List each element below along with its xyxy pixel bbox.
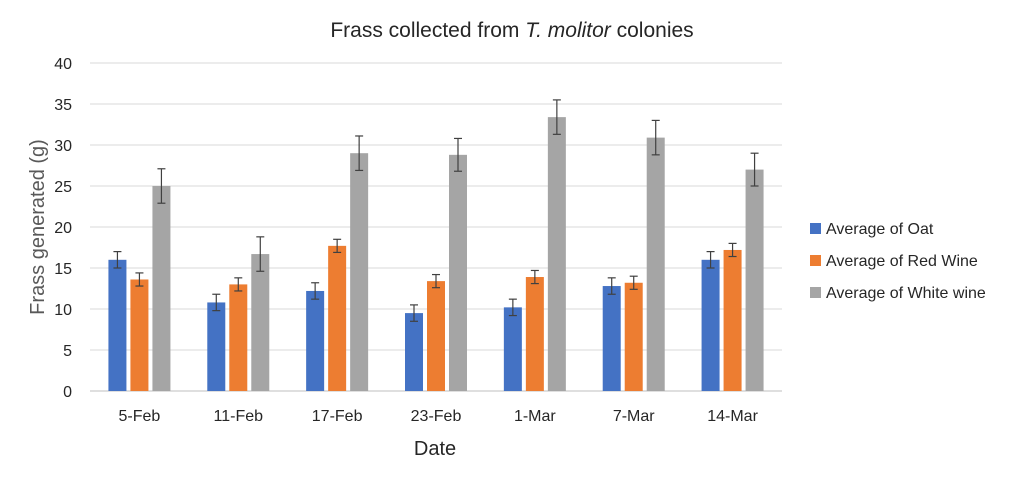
legend-label: Average of Red Wine (826, 253, 978, 270)
y-tick-label: 35 (54, 97, 72, 114)
error-bar (651, 119, 660, 156)
bar (251, 254, 270, 391)
bar (745, 169, 764, 391)
y-tick-label: 30 (54, 138, 72, 155)
bar (328, 245, 347, 391)
x-tick-label: 5-Feb (119, 408, 161, 425)
legend: Average of Oat Average of Red Wine Average… (810, 221, 986, 302)
y-tick-label: 5 (63, 343, 72, 360)
y-tick-label: 25 (54, 179, 72, 196)
y-tick-label: 40 (54, 56, 72, 73)
legend-swatch (810, 287, 821, 298)
chart-title: Frass collected from T. molitor colonies (330, 19, 693, 42)
x-tick-label: 14-Mar (707, 408, 758, 425)
y-tick-label: 15 (54, 261, 72, 278)
x-tick-label: 1-Mar (514, 408, 556, 425)
error-bar (311, 282, 320, 300)
x-tick-label: 23-Feb (411, 408, 462, 425)
x-axis-ticks: 5-Feb 11-Feb 17-Feb 23-Feb 1-Mar 7-Mar 14-Mar (119, 408, 759, 425)
error-bar (234, 277, 243, 292)
bar (130, 279, 149, 391)
error-bar (750, 152, 759, 187)
bar (306, 290, 325, 391)
gridlines (90, 62, 782, 392)
error-bars (113, 99, 759, 322)
bar (350, 153, 369, 391)
y-axis-ticks: 0 5 10 15 20 25 30 35 40 (54, 56, 72, 401)
x-tick-label: 7-Mar (613, 408, 655, 425)
error-bar (728, 242, 737, 258)
bar (108, 259, 127, 391)
bar (646, 137, 665, 391)
bar (427, 281, 445, 391)
bar (405, 313, 423, 391)
bar (229, 284, 248, 391)
bar (152, 186, 171, 391)
y-tick-label: 10 (54, 302, 72, 319)
y-tick-label: 20 (54, 220, 72, 237)
error-bar (157, 168, 166, 204)
bar (207, 302, 226, 391)
bar (602, 286, 621, 391)
error-bar (355, 135, 364, 172)
error-bar (410, 304, 418, 322)
bar (525, 277, 544, 391)
legend-label: Average of Oat (826, 221, 934, 238)
y-tick-label: 0 (63, 384, 72, 401)
x-tick-label: 11-Feb (214, 408, 264, 425)
error-bar (432, 273, 440, 289)
bar (449, 154, 467, 391)
bars (108, 117, 764, 392)
error-bar (508, 298, 517, 317)
x-axis-label: Date (414, 438, 456, 460)
chart-title-suffix: colonies (611, 19, 694, 42)
error-bar (629, 275, 638, 290)
error-bar (607, 277, 616, 295)
chart-title-species: T. molitor (525, 19, 612, 42)
bar (503, 307, 522, 391)
error-bar (113, 251, 122, 269)
x-tick-label: 17-Feb (312, 408, 363, 425)
bar (624, 282, 643, 391)
legend-label: Average of White wine (826, 285, 986, 302)
error-bar (212, 293, 221, 312)
error-bar (135, 272, 144, 287)
error-bar (530, 269, 539, 285)
chart-title-prefix: Frass collected from (330, 19, 525, 42)
bar (701, 259, 720, 391)
legend-swatch (810, 223, 821, 234)
bar (547, 117, 566, 392)
legend-swatch (810, 255, 821, 266)
error-bar (333, 238, 342, 254)
bar (723, 249, 742, 391)
error-bar (706, 251, 715, 269)
error-bar (552, 99, 561, 135)
y-axis-label: Frass generated (g) (27, 139, 49, 315)
error-bar (256, 236, 265, 272)
error-bar (454, 137, 462, 172)
